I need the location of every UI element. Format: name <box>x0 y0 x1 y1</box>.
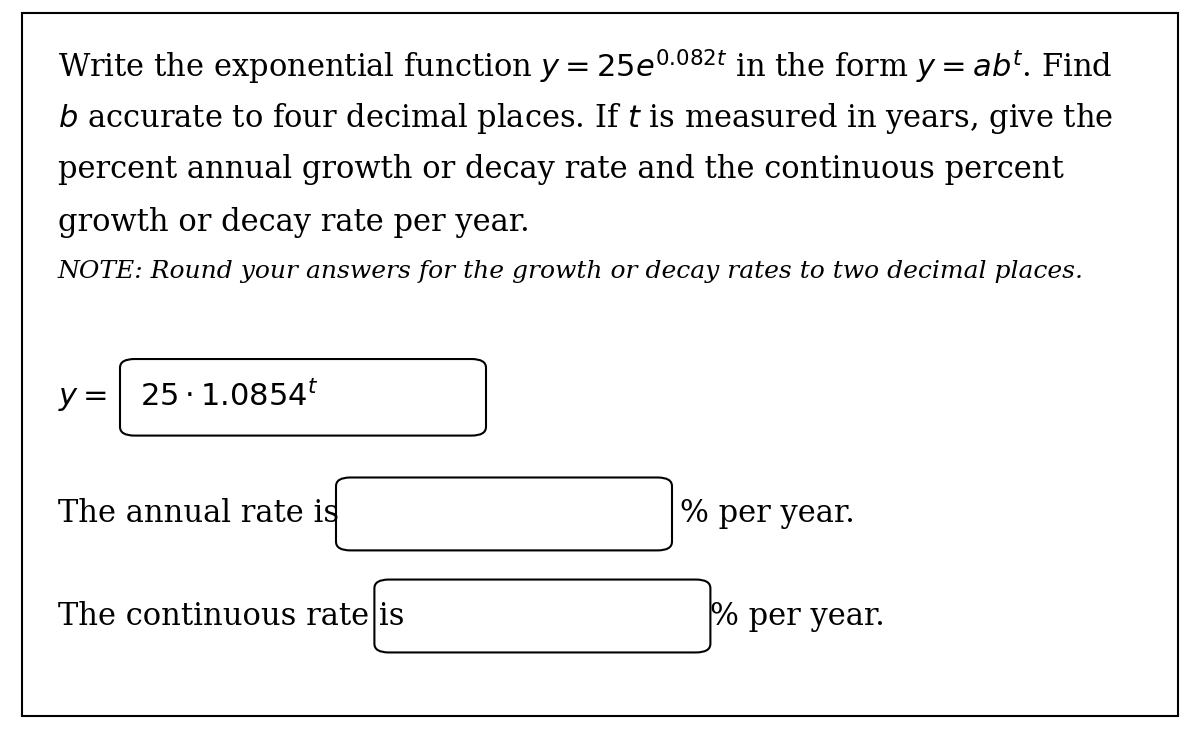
FancyBboxPatch shape <box>374 580 710 652</box>
Text: % per year.: % per year. <box>680 499 856 529</box>
Text: NOTE: Round your answers for the growth or decay rates to two decimal places.: NOTE: Round your answers for the growth … <box>58 260 1084 284</box>
Text: $25 \cdot 1.0854^t$: $25 \cdot 1.0854^t$ <box>140 382 319 413</box>
Text: percent annual growth or decay rate and the continuous percent: percent annual growth or decay rate and … <box>58 154 1063 185</box>
FancyBboxPatch shape <box>336 477 672 550</box>
Text: The continuous rate is: The continuous rate is <box>58 601 404 631</box>
Text: The annual rate is: The annual rate is <box>58 499 338 529</box>
Text: Write the exponential function $y = 25e^{0.082t}$ in the form $y = ab^t$. Find: Write the exponential function $y = 25e^… <box>58 47 1112 87</box>
Text: % per year.: % per year. <box>710 601 886 631</box>
FancyBboxPatch shape <box>22 13 1178 716</box>
Text: $y =$: $y =$ <box>58 382 107 413</box>
FancyBboxPatch shape <box>120 359 486 436</box>
Text: $b$ accurate to four decimal places. If $t$ is measured in years, give the: $b$ accurate to four decimal places. If … <box>58 101 1112 136</box>
Text: growth or decay rate per year.: growth or decay rate per year. <box>58 207 529 238</box>
